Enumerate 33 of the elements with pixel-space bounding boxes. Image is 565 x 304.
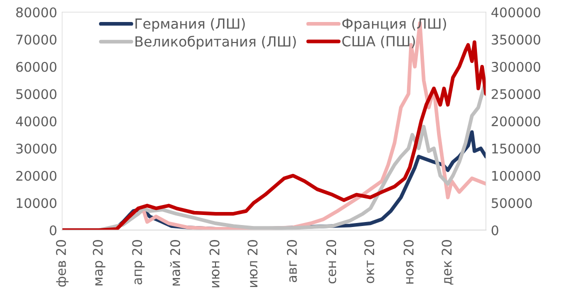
x-tick-label: июн 20 xyxy=(210,240,220,288)
y-tick-label: 40000 xyxy=(16,116,56,126)
y2-tick-label: 400000 xyxy=(491,7,540,18)
x-tick-label: дек 20 xyxy=(442,240,454,285)
y-tick-label: 20000 xyxy=(16,170,56,181)
x-tick-label: апр 20 xyxy=(132,240,145,284)
y-tick-label: 80000 xyxy=(16,7,56,18)
legend-label: Франция (ЛШ) xyxy=(342,18,446,32)
legend-label: Германия (ЛШ) xyxy=(136,18,245,32)
x-tick-label: окт 20 xyxy=(364,240,374,284)
legend-label: США (ПШ) xyxy=(342,36,415,48)
y-tick-label: 0 xyxy=(50,225,56,236)
x-tick-label: май 20 xyxy=(170,240,180,286)
legend-label: Великобритания (ЛШ) xyxy=(136,36,296,50)
x-tick-label: фев 20 xyxy=(56,240,69,287)
x-tick-label: сен 20 xyxy=(326,240,336,284)
y2-tick-label: 0 xyxy=(492,225,498,236)
y-tick-label: 70000 xyxy=(16,34,56,45)
y-tick-label: 10000 xyxy=(16,198,56,208)
x-tick-label: авг 20 xyxy=(286,240,297,282)
y2-tick-label: 50000 xyxy=(492,198,532,208)
y-tick-label: 50000 xyxy=(16,89,56,100)
y2-tick-label: 350000 xyxy=(492,34,540,45)
x-tick-label: июл 20 xyxy=(248,240,258,288)
y-tick-label: 60000 xyxy=(16,62,56,72)
y2-tick-label: 150000 xyxy=(492,144,540,154)
y2-tick-label: 250000 xyxy=(492,89,540,100)
x-tick-label: ноя 20 xyxy=(404,240,414,284)
x-tick-label: мар 20 xyxy=(92,240,106,286)
y2-tick-label: 200000 xyxy=(492,116,540,126)
y-tick-label: 30000 xyxy=(16,144,56,154)
y2-tick-label: 100000 xyxy=(492,170,540,181)
y2-tick-label: 300000 xyxy=(492,62,540,72)
